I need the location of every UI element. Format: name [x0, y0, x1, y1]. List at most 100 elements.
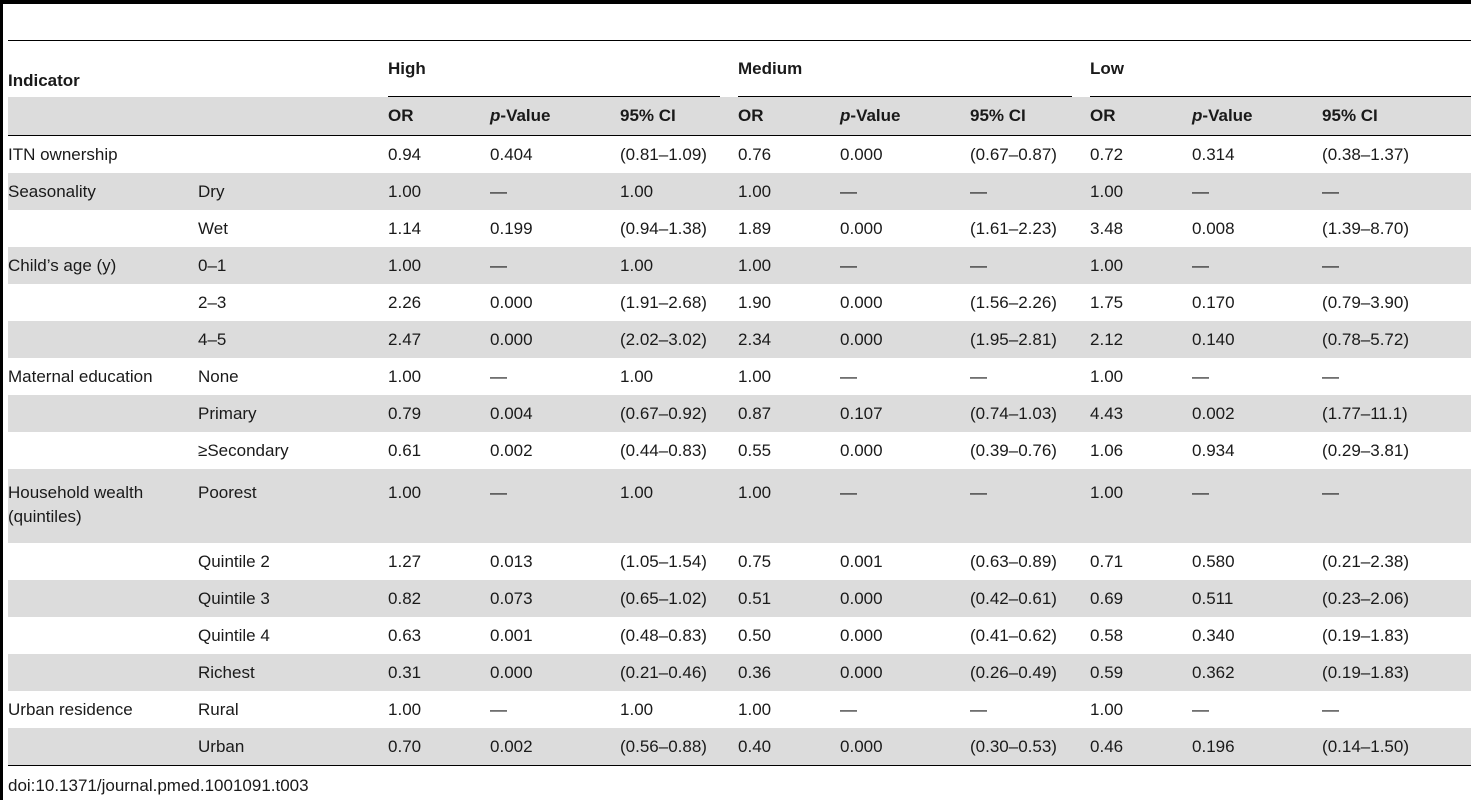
low-ci-cell: (0.14–1.50) [1322, 728, 1471, 766]
group-header-high: High [388, 41, 738, 97]
medium-or-cell: 0.87 [738, 395, 841, 432]
table-row: Child’s age (y) 0–1 1.00—1.00 1.00— —1.00— — [8, 247, 1471, 284]
low-or-cell: 0.72 [1090, 144, 1124, 164]
high-or-cell: 2.47 [388, 321, 491, 358]
medium-ci-cell: (0.30–0.53) [970, 728, 1091, 766]
high-or-cell: 0.70 [388, 728, 491, 766]
results-table-container: Indicator High Medium Low OR p-Value 95%… [8, 40, 1471, 766]
row-level: Wet [198, 218, 228, 238]
indicator-header: Indicator [8, 71, 80, 90]
table-row: Primary 0.79 0.004 (0.67–0.92) 0.87 0.107 (0.7… [8, 395, 1471, 432]
subheader-p-value: p-Value [1192, 97, 1323, 136]
low-or-cell: 0.71 [1090, 551, 1124, 571]
table-row: Richest 0.31 0.000 (0.21–0.46) 0.36 0.000 (0.2… [8, 654, 1471, 691]
results-table: Indicator High Medium Low OR p-Value 95%… [8, 41, 1471, 766]
table-row: 2–3 2.26 0.000 (1.91–2.68) 1.90 0.000 (1.56–2.… [8, 284, 1471, 321]
row-level: Richest [198, 654, 389, 691]
row-indicator [8, 654, 198, 691]
medium-p-value-cell: — [840, 469, 971, 543]
medium-ci-cell: (1.61–2.23) [970, 218, 1057, 238]
high-or-cell: 1.00 [388, 469, 491, 543]
high-ci-cell: (0.81–1.09) [620, 144, 707, 164]
medium-p-value-cell: — [840, 247, 971, 284]
high-ci-cell: (0.94–1.38) [620, 218, 707, 238]
high-or-cell: 1.00 [388, 366, 422, 386]
low-p-value-cell: 0.580 [1192, 551, 1235, 571]
table-row: Household wealth (quintiles) Poorest 1.00—… [8, 469, 1471, 543]
low-ci-cell: (0.21–2.38) [1322, 551, 1409, 571]
low-or-cell: 1.06 [1090, 440, 1124, 460]
subheader-p-value: p-Value [490, 97, 621, 136]
low-ci-cell: (1.77–11.1) [1322, 395, 1471, 432]
high-ci-cell: (0.21–0.46) [620, 654, 739, 691]
medium-or-cell: 0.36 [738, 654, 841, 691]
low-p-value-cell: 0.196 [1192, 728, 1323, 766]
low-p-value-cell: 0.002 [1192, 395, 1323, 432]
subheader-p-value: p-Value [840, 97, 971, 136]
table-row: ITN ownership 0.94 0.404 (0.81–1.09) 0.76 0.0… [8, 136, 1471, 174]
row-indicator [8, 321, 198, 358]
high-or-cell: 0.63 [388, 625, 422, 645]
row-level: Poorest [198, 469, 389, 543]
low-ci-cell: (0.19–1.83) [1322, 625, 1409, 645]
row-indicator [8, 617, 198, 654]
row-indicator: Seasonality [8, 173, 198, 210]
high-or-cell: 0.79 [388, 395, 491, 432]
table-body: ITN ownership 0.94 0.404 (0.81–1.09) 0.76 0.0… [8, 136, 1471, 766]
row-indicator [8, 580, 198, 617]
high-ci-cell: 1.00 [620, 699, 654, 719]
low-ci-cell: (0.79–3.90) [1322, 292, 1409, 312]
table-row: Urban residence Rural 1.00 — 1.00 1.00 — — 1.00 —… [8, 691, 1471, 728]
medium-or-cell: 1.00 [738, 469, 841, 543]
low-p-value-cell: 0.511 [1192, 580, 1323, 617]
low-p-value-cell: 0.362 [1192, 654, 1323, 691]
row-level: Urban [198, 728, 389, 766]
low-or-cell: 0.69 [1090, 580, 1193, 617]
medium-p-value-cell: 0.107 [840, 395, 971, 432]
high-or-cell: 0.31 [388, 654, 491, 691]
high-or-cell: 1.14 [388, 218, 422, 238]
medium-p-value-cell: 0.000 [840, 580, 971, 617]
high-ci-cell: (0.56–0.88) [620, 728, 739, 766]
low-p-value-cell: — [1192, 173, 1323, 210]
medium-ci-cell: (0.42–0.61) [970, 580, 1091, 617]
low-or-cell: 0.58 [1090, 625, 1124, 645]
low-or-cell: 0.59 [1090, 654, 1193, 691]
low-or-cell: 4.43 [1090, 395, 1193, 432]
low-p-value-cell: — [1192, 699, 1210, 719]
high-or-cell: 2.26 [388, 292, 422, 312]
high-p-value-cell: 0.001 [490, 625, 533, 645]
high-ci-cell: (0.44–0.83) [620, 440, 707, 460]
high-ci-cell: (1.05–1.54) [620, 551, 707, 571]
high-p-value-cell: 0.073 [490, 580, 621, 617]
low-or-cell: 1.00 [1090, 173, 1193, 210]
medium-or-cell: 1.00 [738, 366, 772, 386]
medium-ci-cell: (0.26–0.49) [970, 654, 1091, 691]
group-header-medium: Medium [738, 41, 1090, 97]
medium-ci-cell: — [970, 173, 1091, 210]
high-p-value-cell: 0.404 [490, 144, 533, 164]
row-level: Rural [198, 699, 239, 719]
low-ci-cell: (0.29–3.81) [1322, 440, 1409, 460]
table-row: Quintile 2 1.27 0.013 (1.05–1.54) 0.75 0.001 (… [8, 543, 1471, 580]
high-or-cell: 1.27 [388, 551, 422, 571]
group-header-low: Low [1090, 41, 1471, 97]
low-ci-cell: — [1322, 247, 1471, 284]
table-row: 4–5 2.47 0.000 (2.02–3.02) 2.34 0.000 (1.95–2.… [8, 321, 1471, 358]
row-indicator: ITN ownership [8, 144, 118, 164]
medium-ci-cell: — [970, 366, 988, 386]
high-or-cell: 0.94 [388, 144, 422, 164]
subheader-blank [8, 97, 389, 136]
high-p-value-cell: — [490, 469, 621, 543]
low-ci-cell: (0.23–2.06) [1322, 580, 1471, 617]
table-row: Urban 0.70 0.002 (0.56–0.88) 0.40 0.000 (0.30–… [8, 728, 1471, 766]
row-indicator [8, 284, 198, 321]
high-p-value-cell: 0.199 [490, 218, 533, 238]
low-ci-cell: (0.19–1.83) [1322, 654, 1471, 691]
low-ci-cell: — [1322, 366, 1340, 386]
medium-ci-cell: — [970, 469, 1091, 543]
medium-p-value-cell: 0.000 [840, 292, 883, 312]
row-indicator: Child’s age (y) [8, 247, 198, 284]
row-indicator [8, 432, 198, 469]
low-or-cell: 3.48 [1090, 218, 1124, 238]
